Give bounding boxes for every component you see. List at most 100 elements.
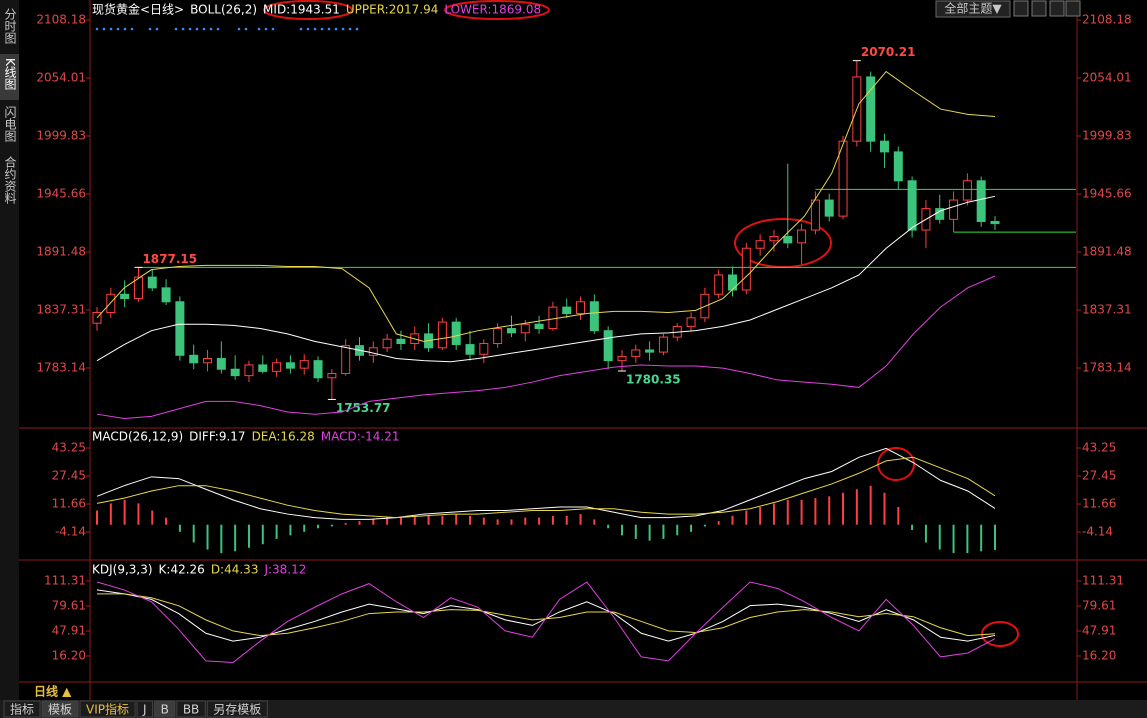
tab[interactable] (41, 700, 79, 718)
y-tick-label: 111.31 (44, 573, 86, 587)
indicator-line (96, 456, 996, 519)
candle-body (576, 301, 586, 315)
signal-dot (306, 27, 310, 31)
candle-body (506, 328, 516, 334)
candle-body (548, 306, 558, 330)
candle-body (617, 355, 627, 362)
signal-dot (320, 27, 324, 31)
y-tick-label: 79.61 (52, 598, 86, 612)
tab-bar (0, 700, 1147, 718)
candle-body (810, 199, 820, 231)
y-tick-label: 1783.14 (1082, 361, 1132, 375)
signal-dot (202, 27, 206, 31)
y-tick-label: -4.14 (55, 525, 86, 539)
y-tick-label: 1891.48 (1082, 245, 1132, 259)
candle-body (175, 301, 185, 356)
candle-body (230, 368, 240, 377)
candle-body (658, 336, 668, 353)
tab-label[interactable]: VIP指标 (86, 702, 129, 717)
candle-body (976, 180, 986, 222)
signal-dot (299, 27, 303, 31)
tab-label[interactable]: 指标 (10, 702, 34, 717)
candle-body (797, 229, 807, 244)
sidebar-tab[interactable]: K线图 (3, 58, 17, 90)
y-tick-label: 47.91 (52, 623, 86, 637)
indicator-label: BOLL(26,2) (190, 3, 257, 17)
tab-label[interactable]: 模板 (48, 703, 72, 717)
signal-dot (116, 27, 120, 31)
highlight-ellipse (877, 447, 915, 481)
tool-icon[interactable] (1049, 0, 1065, 17)
y-tick-label: 43.25 (1082, 441, 1116, 455)
candle-body (299, 360, 309, 369)
tab-label[interactable]: J (142, 703, 147, 717)
sidebar-active (0, 54, 19, 100)
candle-body (244, 364, 254, 377)
y-tick-label: 2108.18 (36, 13, 86, 27)
candle-body (133, 276, 143, 300)
y-tick-label: 27.45 (52, 469, 86, 483)
sidebar-tab[interactable]: 闪电图 (3, 106, 17, 142)
indicator-line (96, 447, 996, 520)
candle-body (147, 276, 157, 289)
indicator-label: DIFF:9.17 (189, 430, 245, 444)
indicator-label: D:44.33 (211, 563, 259, 577)
tab[interactable] (154, 700, 176, 718)
candle-body (686, 317, 696, 327)
theme-button[interactable] (935, 0, 1011, 18)
candle-body (272, 362, 282, 372)
tab[interactable] (79, 700, 136, 718)
tab-label[interactable]: B (161, 703, 169, 717)
tab[interactable] (3, 700, 41, 718)
theme-button-label[interactable]: 全部主题▼ (944, 1, 1002, 16)
signal-dot (237, 27, 241, 31)
candle-body (838, 140, 848, 217)
tab[interactable] (206, 700, 268, 718)
signal-dot (174, 27, 178, 31)
candle-body (534, 323, 544, 330)
tool-icon[interactable] (1031, 0, 1047, 17)
indicator-label: J:38.12 (263, 563, 306, 577)
signal-dot (355, 27, 359, 31)
tab-label[interactable]: 另存模板 (213, 703, 261, 717)
y-tick-label: 47.91 (1082, 623, 1116, 637)
candle-body (120, 293, 130, 300)
candle-body (769, 235, 779, 242)
indicator-line (96, 581, 996, 663)
period-label[interactable]: 日线 ▲ (34, 684, 72, 699)
candle-body (493, 328, 503, 345)
y-tick-label: 2054.01 (1082, 70, 1132, 84)
signal-dot (313, 27, 317, 31)
candle-body (962, 180, 972, 201)
sidebar-tab[interactable]: 分时图 (3, 8, 17, 44)
tabs: 指标 模板 VIP指标 J B BB 另存模板 (3, 700, 268, 718)
signal-dot (95, 27, 99, 31)
signal-dot (188, 27, 192, 31)
candle-body (479, 343, 489, 355)
candle-body (990, 220, 1000, 225)
tab[interactable] (136, 700, 154, 718)
candle-body (714, 274, 724, 295)
signal-dot (327, 27, 331, 31)
signal-dot (216, 27, 220, 31)
candle-body (603, 330, 613, 362)
tab[interactable] (176, 700, 206, 718)
candle-body (258, 364, 268, 372)
y-tick-label: 111.31 (1082, 573, 1124, 587)
signal-dot (209, 27, 213, 31)
y-tick-label: 11.66 (52, 497, 86, 511)
sidebar-tab[interactable]: 合约资料 (3, 155, 17, 204)
tool-icon[interactable] (1013, 0, 1029, 17)
signal-dot (271, 27, 275, 31)
signal-dot (148, 27, 152, 31)
candle-body (645, 349, 655, 353)
signal-dot (109, 27, 113, 31)
price-annotation: 2070.21 (861, 45, 916, 59)
candle-body (520, 323, 530, 334)
tool-icon[interactable] (1065, 0, 1081, 17)
indicator-line (96, 195, 996, 363)
indicator-line (96, 275, 996, 419)
indicator-label: 现货黄金<日线> (92, 2, 184, 17)
tab-label[interactable]: BB (183, 703, 199, 717)
candle-body (893, 151, 903, 182)
